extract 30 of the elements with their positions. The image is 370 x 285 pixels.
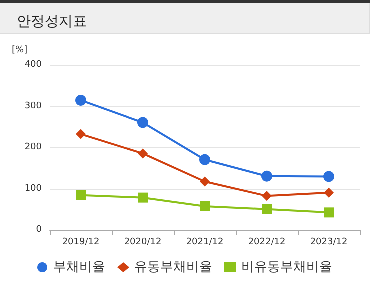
point xyxy=(262,191,272,202)
chart-title: 안정성지표 xyxy=(17,14,87,30)
point xyxy=(324,208,334,218)
point xyxy=(262,204,272,214)
legend-label: 유동부채비율 xyxy=(134,260,212,275)
point xyxy=(324,171,334,182)
x-tick-label: 2019/12 xyxy=(62,238,100,248)
x-tick-label: 2023/12 xyxy=(310,238,348,248)
x-tick-label: 2021/12 xyxy=(186,238,224,248)
y-tick-label: 300 xyxy=(24,101,42,112)
point xyxy=(138,117,148,128)
y-tick-label: 0 xyxy=(36,225,42,235)
point xyxy=(200,201,210,212)
point xyxy=(200,154,210,166)
point xyxy=(138,148,148,159)
y-tick-label: 400 xyxy=(24,60,42,70)
point xyxy=(76,94,86,106)
legend-label: 부채비율 xyxy=(54,260,106,275)
point xyxy=(262,170,272,182)
point xyxy=(138,192,148,203)
y-axis-title: [%] xyxy=(12,46,28,56)
x-tick-label: 2020/12 xyxy=(124,238,162,248)
point xyxy=(76,190,86,200)
point xyxy=(76,129,86,140)
point xyxy=(200,176,210,187)
y-tick-label: 100 xyxy=(24,184,42,194)
y-tick-label: 200 xyxy=(24,142,42,152)
x-tick-label: 2022/12 xyxy=(248,238,286,248)
point xyxy=(324,188,334,198)
legend-label: 비유동부채비율 xyxy=(242,260,332,275)
